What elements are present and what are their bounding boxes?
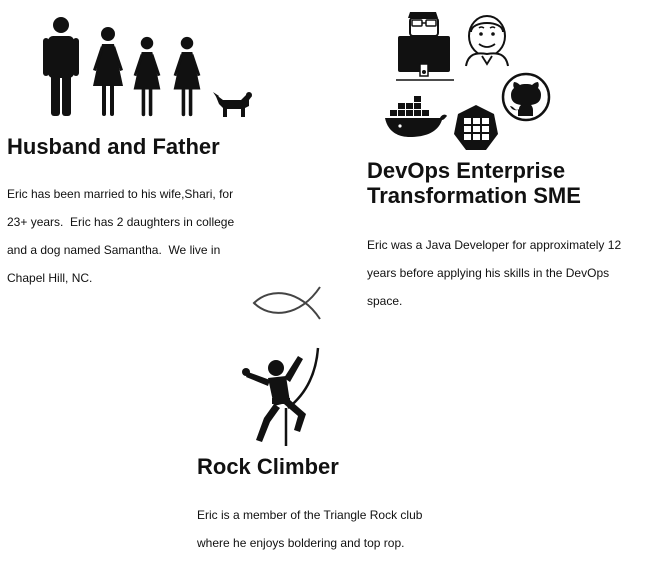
kubernetes-icon xyxy=(454,105,498,150)
woman-icon xyxy=(173,36,201,117)
climbing-title: Rock Climber xyxy=(197,454,339,479)
jenkins-icon xyxy=(465,15,509,67)
woman-icon xyxy=(133,36,161,117)
rock-climber-icon xyxy=(242,347,320,446)
family-paragraph: Eric has been married to his wife,Shari,… xyxy=(7,187,238,285)
climbing-section: Rock Climber Eric is a member of the Tri… xyxy=(190,340,450,570)
devops-title: DevOps Enterprise Transformation SME xyxy=(367,158,581,208)
developer-workstation-icon xyxy=(396,12,454,81)
woman-icon xyxy=(93,27,123,116)
family-title: Husband and Father xyxy=(7,134,220,159)
man-icon xyxy=(43,17,79,116)
docker-icon xyxy=(385,96,447,137)
github-icon xyxy=(501,72,551,122)
climbing-paragraph: Eric is a member of the Triangle Rock cl… xyxy=(197,508,426,550)
family-section: Husband and Father Eric has been married… xyxy=(0,0,260,300)
devops-section: DevOps Enterprise Transformation SME Eri… xyxy=(360,0,645,330)
dog-icon xyxy=(213,92,252,117)
ichthys-fish-icon xyxy=(252,286,321,320)
devops-paragraph: Eric was a Java Developer for approximat… xyxy=(367,238,625,308)
